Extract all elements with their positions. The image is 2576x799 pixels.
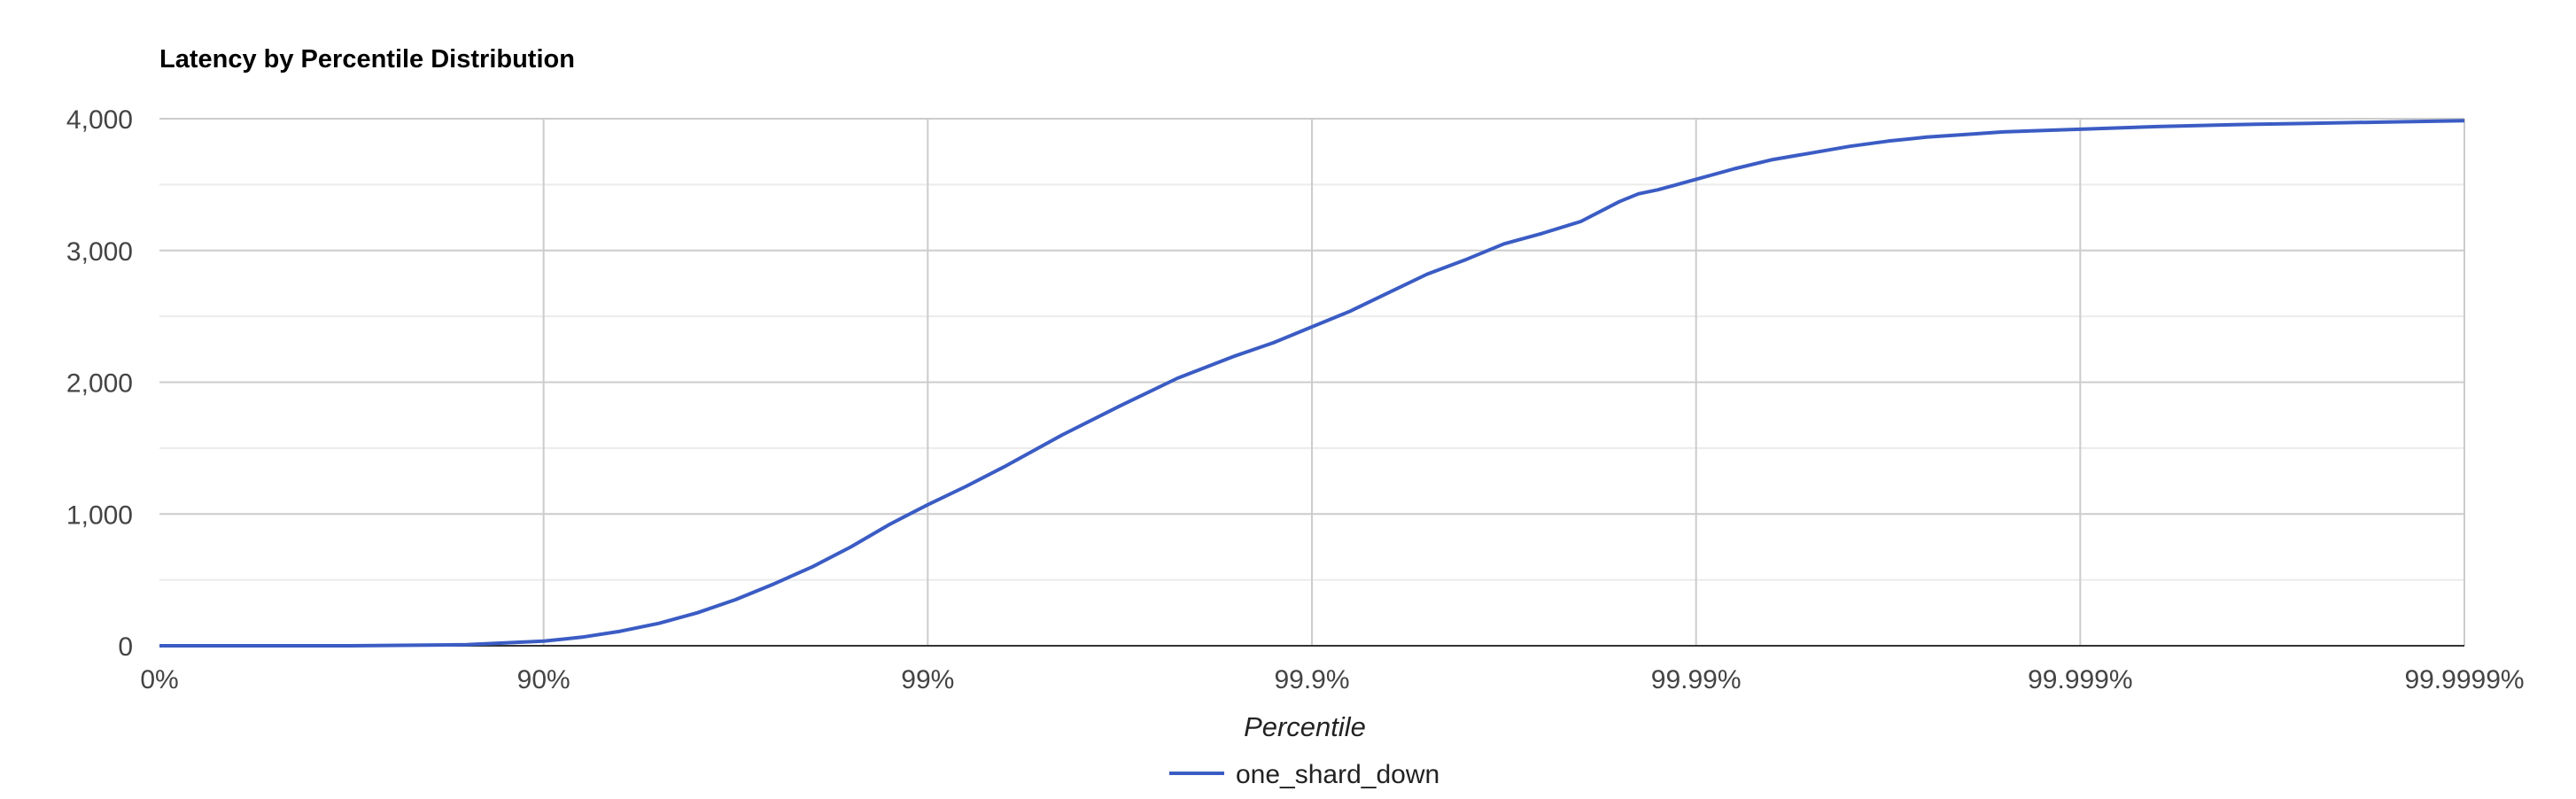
- x-axis-ticks: 0% 90% 99% 99.9% 99.99% 99.999% 99.9999%: [140, 665, 2524, 694]
- series-line-one_shard_down: [159, 119, 2465, 648]
- y-tick-label: 3,000: [66, 237, 133, 267]
- x-tick-label: 90%: [517, 665, 570, 694]
- y-tick-label: 0: [118, 632, 133, 662]
- legend[interactable]: one_shard_down: [1169, 760, 1439, 789]
- x-tick-label: 99%: [901, 665, 954, 694]
- grid: [159, 118, 2465, 647]
- y-tick-label: 4,000: [66, 105, 133, 135]
- y-tick-label: 1,000: [66, 500, 133, 530]
- x-tick-label: 99.9999%: [2404, 665, 2524, 694]
- x-axis-title: Percentile: [1244, 711, 1366, 742]
- legend-label[interactable]: one_shard_down: [1236, 760, 1439, 789]
- x-tick-label: 99.9%: [1274, 665, 1349, 694]
- chart-title: Latency by Percentile Distribution: [159, 45, 575, 74]
- x-tick-label: 0%: [140, 665, 178, 694]
- y-axis-ticks: 0 1,000 2,000 3,000 4,000: [66, 105, 133, 662]
- y-tick-label: 2,000: [66, 369, 133, 399]
- series-layer: [159, 119, 2465, 648]
- x-tick-label: 99.99%: [1651, 665, 1742, 694]
- x-tick-label: 99.999%: [2028, 665, 2132, 694]
